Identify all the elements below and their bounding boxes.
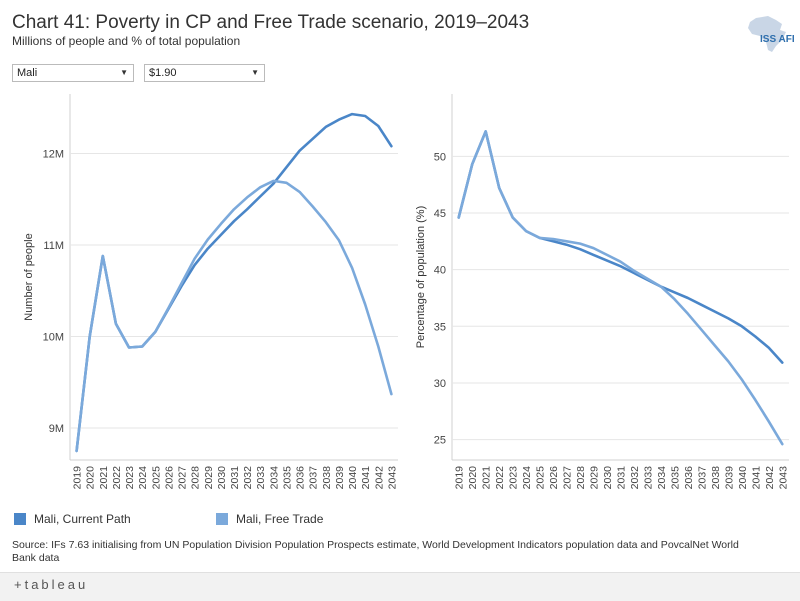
legend-label: Mali, Current Path: [34, 512, 131, 526]
x-tick-label: 2027: [177, 466, 189, 490]
x-tick-label: 2023: [508, 466, 520, 490]
x-tick-label: 2021: [481, 466, 493, 490]
x-tick-label: 2035: [669, 466, 681, 490]
y-tick-label: 40: [434, 265, 446, 277]
x-tick-label: 2040: [347, 466, 359, 490]
y-tick-label: 50: [434, 151, 446, 163]
x-tick-label: 2025: [535, 466, 547, 490]
x-tick-label: 2019: [72, 466, 84, 490]
x-tick-label: 2024: [137, 466, 149, 490]
y-axis-label: Number of people: [23, 233, 35, 320]
logo-text: ISS AFI: [760, 34, 795, 45]
y-axis-label: Percentage of population (%): [415, 206, 427, 348]
series-line: [75, 112, 393, 453]
x-tick-label: 2043: [777, 466, 789, 490]
legend-label: Mali, Free Trade: [236, 512, 324, 526]
x-tick-label: 2035: [281, 466, 293, 490]
legend-item-free-trade[interactable]: Mali, Free Trade: [216, 512, 323, 526]
x-tick-label: 2022: [494, 466, 506, 490]
africa-map-logo-icon: [748, 16, 786, 52]
footer-bar: +tableau: [0, 572, 800, 601]
x-tick-label: 2042: [764, 466, 776, 490]
x-tick-label: 2032: [629, 466, 641, 490]
y-tick-label: 10M: [43, 331, 64, 343]
x-tick-label: 2042: [373, 466, 385, 490]
x-tick-label: 2026: [548, 466, 560, 490]
x-tick-label: 2041: [360, 466, 372, 490]
x-tick-label: 2039: [723, 466, 735, 490]
x-tick-label: 2041: [750, 466, 762, 490]
chevron-down-icon: ▼: [251, 68, 259, 77]
x-tick-label: 2021: [98, 466, 110, 490]
x-tick-label: 2036: [295, 466, 307, 490]
x-tick-label: 2028: [190, 466, 202, 490]
x-tick-label: 2030: [602, 466, 614, 490]
x-tick-label: 2025: [150, 466, 162, 490]
x-tick-label: 2032: [242, 466, 254, 490]
x-tick-label: 2034: [656, 466, 668, 490]
series-line: [457, 130, 784, 364]
x-tick-label: 2031: [616, 466, 628, 490]
x-tick-label: 2023: [124, 466, 136, 490]
x-tick-label: 2040: [737, 466, 749, 490]
page-title: Chart 41: Poverty in CP and Free Trade s…: [12, 12, 530, 33]
x-tick-label: 2028: [575, 466, 587, 490]
x-tick-label: 2039: [334, 466, 346, 490]
poverty-line-dropdown-value: $1.90: [149, 67, 177, 79]
x-tick-label: 2020: [467, 466, 479, 490]
x-tick-label: 2036: [683, 466, 695, 490]
legend-swatch: [216, 513, 228, 525]
x-tick-label: 2043: [386, 466, 398, 490]
legend-swatch: [14, 513, 26, 525]
y-tick-label: 25: [434, 435, 446, 447]
x-tick-label: 2038: [321, 466, 333, 490]
x-tick-label: 2034: [268, 466, 280, 490]
x-tick-label: 2033: [255, 466, 267, 490]
x-tick-label: 2037: [696, 466, 708, 490]
x-tick-label: 2033: [642, 466, 654, 490]
y-tick-label: 45: [434, 208, 446, 220]
x-tick-label: 2022: [111, 466, 123, 490]
source-note: Source: IFs 7.63 initialising from UN Po…: [12, 539, 739, 561]
y-tick-label: 35: [434, 321, 446, 333]
y-tick-label: 30: [434, 378, 446, 390]
y-tick-label: 12M: [43, 148, 64, 160]
y-tick-label: 11M: [43, 240, 64, 252]
country-dropdown-value: Mali: [17, 67, 38, 79]
x-tick-label: 2024: [521, 466, 533, 490]
series-line: [75, 179, 393, 453]
x-tick-label: 2037: [308, 466, 320, 490]
legend-item-current-path[interactable]: Mali, Current Path: [14, 512, 131, 526]
x-tick-label: 2026: [163, 466, 175, 490]
x-tick-label: 2029: [589, 466, 601, 490]
x-tick-label: 2019: [454, 466, 466, 490]
page-subtitle: Millions of people and % of total popula…: [12, 34, 241, 48]
chevron-down-icon: ▼: [120, 68, 128, 77]
x-tick-label: 2029: [203, 466, 215, 490]
poverty-line-dropdown[interactable]: $1.90 ▼: [144, 64, 265, 82]
x-tick-label: 2020: [85, 466, 97, 490]
x-tick-label: 2038: [710, 466, 722, 490]
x-tick-label: 2027: [562, 466, 574, 490]
tableau-logo[interactable]: +tableau: [14, 577, 89, 592]
x-tick-label: 2030: [216, 466, 228, 490]
country-dropdown[interactable]: Mali ▼: [12, 64, 134, 82]
y-tick-label: 9M: [49, 423, 64, 435]
series-line: [457, 130, 784, 446]
x-tick-label: 2031: [229, 466, 241, 490]
